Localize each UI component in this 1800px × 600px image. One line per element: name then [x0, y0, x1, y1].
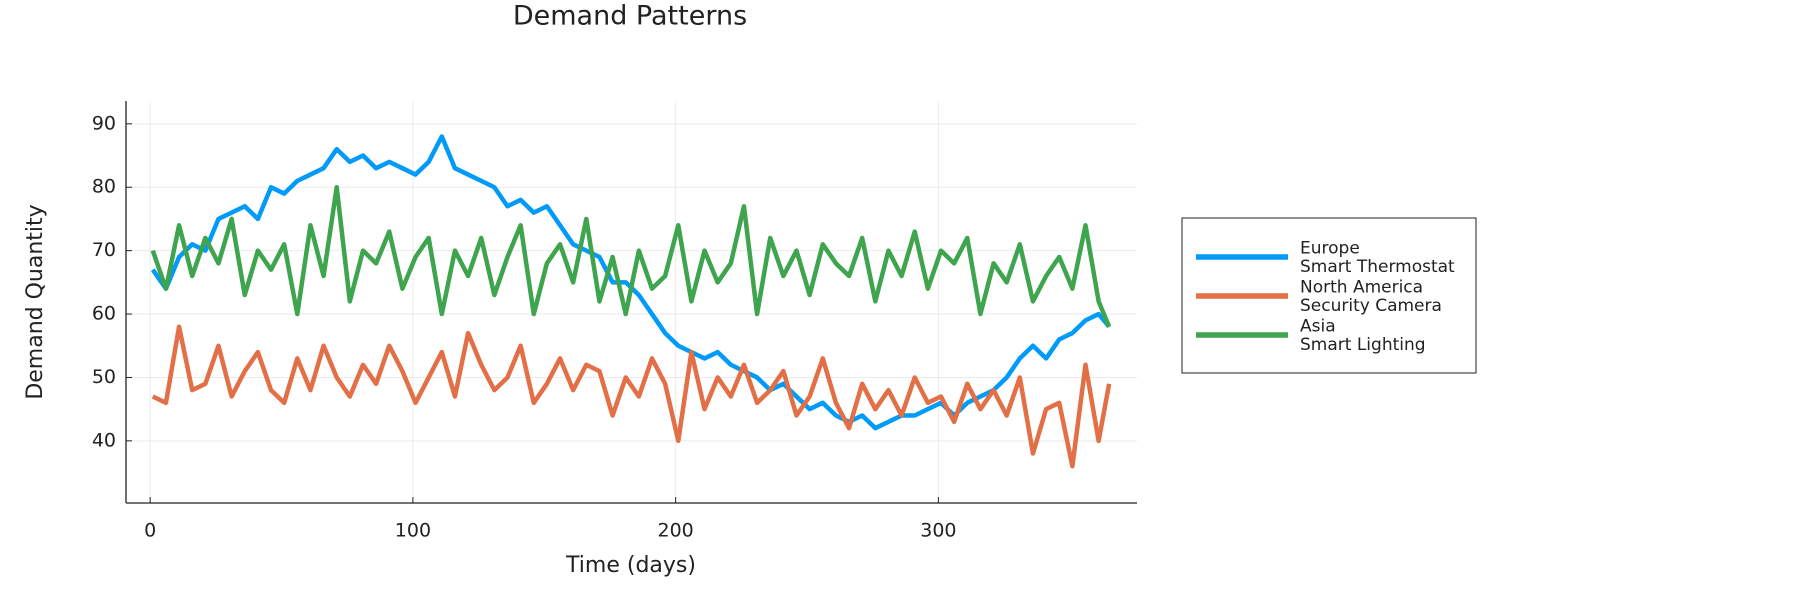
x-tick-label: 300	[920, 520, 956, 542]
series-line	[150, 184, 1112, 328]
y-tick-label: 80	[92, 176, 116, 198]
y-tick-label: 50	[92, 366, 116, 388]
legend-label: Asia Smart Lighting	[1300, 317, 1426, 356]
x-tick-label: 200	[658, 520, 694, 542]
y-axis-label: Demand Quantity	[23, 204, 48, 399]
y-tick-label: 90	[92, 112, 116, 134]
chart-title: Demand Patterns	[513, 1, 747, 32]
x-tick-label: 100	[395, 520, 431, 542]
series-line	[151, 324, 1112, 469]
legend-label: North America Security Camera	[1300, 278, 1442, 317]
y-tick-label: 40	[92, 429, 116, 451]
y-tick-label: 70	[92, 239, 116, 261]
x-tick-label: 0	[144, 520, 156, 542]
legend-label: Europe Smart Thermostat	[1300, 239, 1455, 278]
x-axis-label: Time (days)	[565, 553, 696, 578]
y-tick-label: 60	[92, 303, 116, 325]
